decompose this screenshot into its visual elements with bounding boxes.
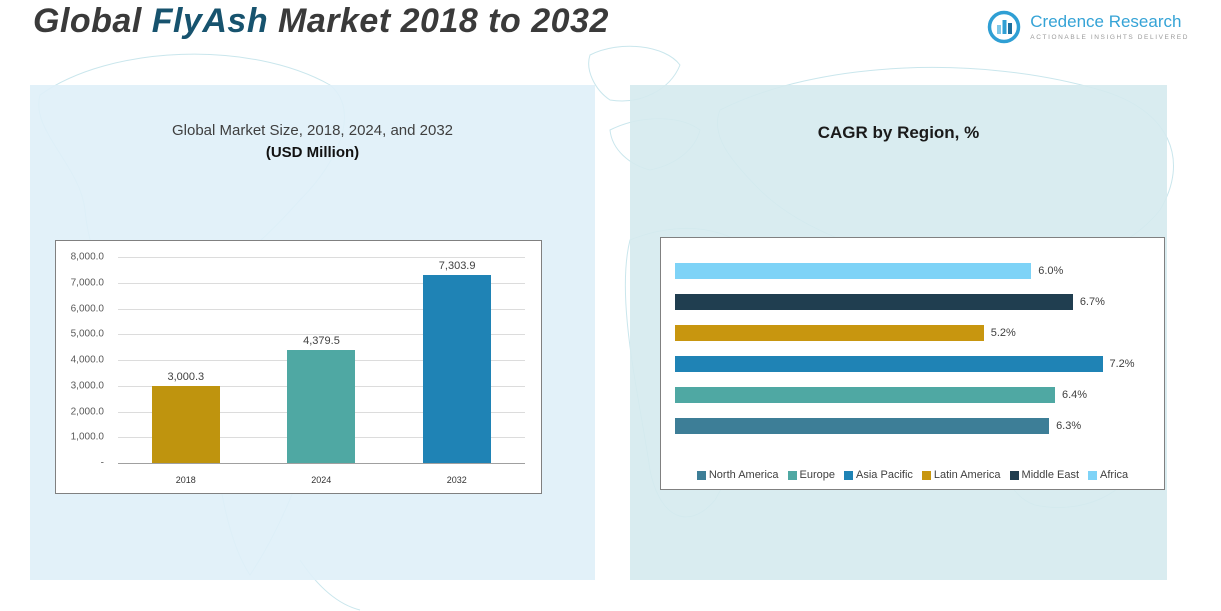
cagr-row-africa: 6.0% xyxy=(675,255,1150,286)
legend-swatch xyxy=(787,470,797,480)
legend-item-africa: Africa xyxy=(1088,469,1128,481)
cagr-row-europe: 6.4% xyxy=(675,379,1150,410)
cagr-value-label: 6.3% xyxy=(1056,419,1082,432)
logo-tagline: Actionable Insights Delivered xyxy=(1030,33,1189,41)
y-tick-label: 4,000.0 xyxy=(70,354,104,366)
cagr-chart: 6.0% 6.7% 5.2% 7.2% 6.4% 6.3% North America Eu… xyxy=(660,237,1165,490)
credence-research-logo: Credence Research Actionable Insights De… xyxy=(986,9,1189,45)
legend-swatch xyxy=(696,470,706,480)
gridline xyxy=(118,282,525,284)
legend-swatch xyxy=(1009,470,1019,480)
gridline xyxy=(118,257,525,258)
bar-2024 xyxy=(287,350,356,463)
cagr-panel: CAGR by Region, % 6.0% 6.7% 5.2% 7.2% 6.4% 6.… xyxy=(630,85,1167,580)
legend-swatch xyxy=(921,470,931,480)
page-title-emphasis: FlyAsh xyxy=(151,2,269,40)
legend-item-europe: Europe xyxy=(787,469,836,481)
y-tick-label: 3,000.0 xyxy=(70,380,104,392)
legend-label: Europe xyxy=(799,469,836,481)
y-tick-label: 7,000.0 xyxy=(70,277,104,289)
cagr-value-label: 7.2% xyxy=(1109,357,1135,370)
market-bars: 3,000.3 4,379.5 7,303.9 xyxy=(118,257,525,463)
cagr-value-label: 6.0% xyxy=(1038,264,1064,277)
y-tick-label: 2,000.0 xyxy=(70,406,104,417)
cagr-row-north-america: 6.3% xyxy=(675,410,1150,441)
page-title: Global FlyAsh Market 2018 to 2032 xyxy=(33,2,609,41)
bar-2032 xyxy=(423,274,492,463)
x-tick-label: 2018 xyxy=(175,475,196,485)
page-title-suffix: Market 2018 to 2032 xyxy=(268,2,609,40)
bar-2018 xyxy=(151,385,220,463)
legend-item-north-america: North America xyxy=(696,469,779,481)
cagr-value-label: 6.7% xyxy=(1079,295,1105,308)
gridline xyxy=(118,334,525,336)
legend-item-asia-pacific: Asia Pacific xyxy=(844,469,913,481)
cagr-value-label: 5.2% xyxy=(990,326,1016,339)
bar-chart-circle-icon xyxy=(988,10,1021,44)
cagr-bar-europe xyxy=(675,386,1055,403)
y-tick-label: 1,000.0 xyxy=(70,431,104,443)
legend-swatch xyxy=(1088,470,1098,480)
y-tick-label: 8,000.0 xyxy=(70,251,104,263)
y-tick-label: - xyxy=(100,457,104,469)
bar-column-2024: 4,379.5 xyxy=(254,257,390,463)
legend-swatch xyxy=(844,470,854,480)
legend-item-middle-east: Middle East xyxy=(1009,469,1080,481)
market-y-axis: 8,000.0 7,000.0 6,000.0 5,000.0 4,000.0 3,000… xyxy=(56,252,112,469)
market-chart-title: Global Market Size, 2018, 2024, and 2032… xyxy=(30,122,595,161)
y-tick-label: 6,000.0 xyxy=(70,303,104,314)
y-tick-label: 5,000.0 xyxy=(70,328,104,340)
market-x-labels: 2018 2024 2032 xyxy=(118,475,525,485)
page-title-prefix: Global xyxy=(33,2,152,40)
market-chart-title-line1: Global Market Size, 2018, 2024, and 2032 xyxy=(171,122,454,139)
cagr-rows: 6.0% 6.7% 5.2% 7.2% 6.4% 6.3% xyxy=(675,255,1150,441)
bar-value-label: 4,379.5 xyxy=(303,335,340,348)
bar-value-label: 7,303.9 xyxy=(438,259,476,272)
market-plot-area: 3,000.3 4,379.5 7,303.9 xyxy=(118,257,525,464)
logo-name: Credence Research xyxy=(1030,12,1182,32)
cagr-bar-middle-east xyxy=(675,293,1073,310)
legend-label: Latin America xyxy=(933,469,1001,481)
logo-text: Credence Research Actionable Insights De… xyxy=(1030,12,1189,41)
cagr-bar-asia-pacific xyxy=(675,355,1103,372)
market-chart: 8,000.0 7,000.0 6,000.0 5,000.0 4,000.0 3,000… xyxy=(55,240,542,494)
cagr-row-middle-east: 6.7% xyxy=(675,286,1150,317)
cagr-legend: North America Europe Asia Pacific Latin Ame… xyxy=(661,469,1164,481)
cagr-bar-north-america xyxy=(675,417,1050,434)
bar-column-2018: 3,000.3 xyxy=(118,257,254,463)
cagr-row-asia-pacific: 7.2% xyxy=(675,348,1150,379)
legend-label: Asia Pacific xyxy=(856,469,913,481)
legend-label: Middle East xyxy=(1021,469,1080,481)
bar-column-2032: 7,303.9 xyxy=(389,257,525,463)
x-tick-label: 2024 xyxy=(311,475,332,485)
cagr-chart-title: CAGR by Region, % xyxy=(817,123,980,142)
market-size-panel: Global Market Size, 2018, 2024, and 2032… xyxy=(30,85,595,580)
market-chart-title-line2: (USD Million) xyxy=(265,144,360,161)
cagr-row-latin-america: 5.2% xyxy=(675,317,1150,348)
legend-item-latin-america: Latin America xyxy=(921,469,1001,481)
cagr-value-label: 6.4% xyxy=(1062,388,1088,401)
legend-label: Africa xyxy=(1100,469,1129,481)
cagr-bar-latin-america xyxy=(675,324,984,341)
legend-label: North America xyxy=(708,469,779,481)
bar-value-label: 3,000.3 xyxy=(167,370,205,383)
gridline xyxy=(118,463,525,464)
x-tick-label: 2032 xyxy=(446,475,467,485)
gridline xyxy=(118,308,525,310)
cagr-bar-africa xyxy=(675,262,1032,279)
